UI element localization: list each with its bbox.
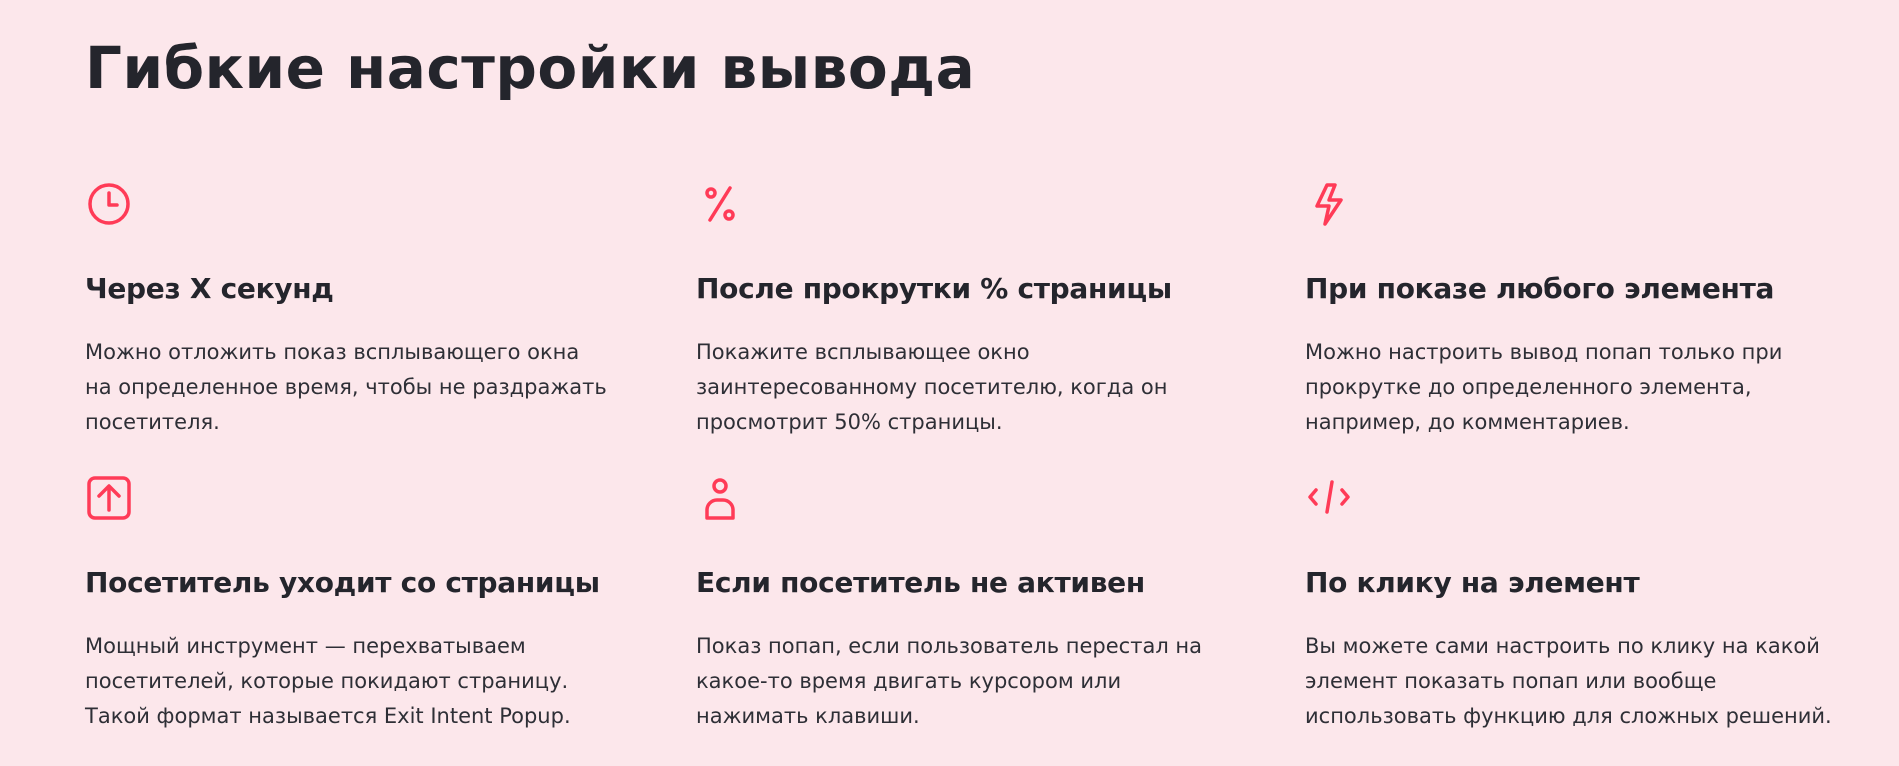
feature-title: По клику на элемент (1305, 566, 1640, 599)
feature-description: Можно отложить показ всплывающего окна на… (85, 340, 607, 434)
code-icon (1308, 480, 1350, 514)
feature-title: После прокрутки % страницы (696, 272, 1172, 305)
feature-card: При показе любого элемента Можно настрои… (1305, 180, 1865, 434)
feature-card: Посетитель уходит со страницы Мощный инс… (85, 474, 645, 728)
feature-card: После прокрутки % страницы Покажите вспл… (696, 180, 1256, 434)
exit-arrow-up-icon (87, 476, 131, 520)
feature-title: Через X секунд (85, 272, 334, 305)
feature-card: По клику на элемент Вы можете сами настр… (1305, 474, 1865, 728)
lightning-icon (1315, 183, 1343, 226)
feature-card: Если посетитель не активен Показ попап, … (696, 474, 1256, 728)
page-title: Гибкие настройки вывода (85, 34, 976, 102)
feature-card: Через X секунд Можно отложить показ вспл… (85, 180, 645, 434)
feature-title: Посетитель уходит со страницы (85, 566, 600, 599)
feature-title: При показе любого элемента (1305, 272, 1775, 305)
clock-icon (88, 183, 130, 225)
feature-description: Вы можете сами настроить по клику на как… (1305, 634, 1832, 728)
user-icon (705, 478, 735, 520)
feature-description: Мощный инструмент — перехватываем посетит… (85, 634, 571, 728)
percent-icon (705, 186, 735, 222)
feature-description: Покажите всплывающее окно заинтересованно… (696, 340, 1168, 434)
feature-description: Можно настроить вывод попап только при пр… (1305, 340, 1783, 434)
feature-description: Показ попап, если пользователь перестал … (696, 634, 1203, 728)
feature-title: Если посетитель не активен (696, 566, 1145, 599)
